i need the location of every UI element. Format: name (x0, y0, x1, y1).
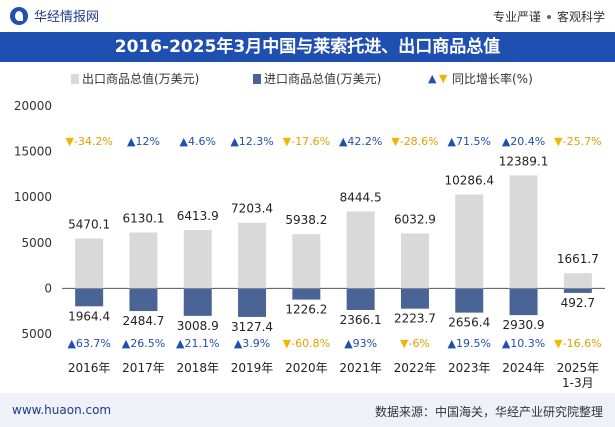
export-growth-label: ▲71.5% (448, 135, 491, 148)
import-value-label: 492.7 (561, 296, 595, 310)
x-category-label: 2024年 (502, 361, 545, 375)
export-growth-label: ▼-28.6% (391, 135, 438, 148)
import-value-label: 1964.4 (68, 309, 110, 323)
import-growth-label: ▲93% (344, 337, 377, 350)
import-growth-label: ▲63.7% (67, 337, 110, 350)
import-bar (183, 288, 212, 316)
import-growth-label: ▼-60.8% (283, 337, 330, 350)
brand: 华经情报网 (10, 6, 99, 25)
footer-url[interactable]: www.huaon.com (12, 403, 112, 417)
chart-title: 2016-2025年3月中国与莱索托进、出口商品总值 (0, 32, 615, 62)
export-growth-label: ▲12% (127, 135, 160, 148)
x-category-label: 2019年 (231, 361, 274, 375)
legend-up-arrow-icon: ▲ (428, 72, 437, 85)
export-value-label: 10286.4 (444, 174, 494, 188)
import-bar (238, 288, 267, 317)
export-bar (563, 273, 592, 289)
import-bar (509, 288, 538, 316)
footer: www.huaon.com 数据来源：中国海关，华经产业研究院整理 (0, 393, 615, 427)
export-bar (75, 238, 104, 289)
export-bar (292, 234, 321, 289)
import-value-label: 3008.9 (177, 319, 219, 333)
dot-separator-icon (546, 14, 551, 19)
import-value-label: 2366.1 (340, 313, 382, 327)
export-growth-label: ▲20.4% (502, 135, 545, 148)
huajing-logo-icon (10, 6, 28, 25)
export-bar (346, 211, 375, 289)
export-value-label: 6130.1 (122, 211, 164, 225)
slogan-tag-1: 专业严谨 (492, 10, 541, 24)
x-category-label: 2017年 (122, 361, 165, 375)
x-category-label: 2021年 (339, 361, 382, 375)
y-tick-label: 5000 (21, 236, 52, 250)
import-value-label: 3127.4 (231, 320, 273, 334)
x-category-label: 1-3月 (562, 376, 594, 390)
legend-label-import: 进口商品总值(万美元) (264, 71, 381, 86)
export-value-label: 6413.9 (177, 209, 219, 223)
import-bar (400, 288, 429, 309)
import-bar (129, 288, 158, 312)
import-value-label: 2223.7 (394, 312, 436, 326)
legend-down-arrow-icon: ▼ (439, 72, 448, 85)
export-value-label: 12389.1 (499, 154, 549, 168)
x-category-label: 2020年 (285, 361, 328, 375)
export-value-label: 6032.9 (394, 212, 436, 226)
export-bar (129, 232, 158, 289)
import-growth-label: ▼-16.6% (554, 337, 601, 350)
legend-swatch-export (71, 74, 79, 84)
brand-name: 华经情报网 (34, 10, 100, 25)
import-bar (563, 288, 592, 293)
y-tick-label: 15000 (14, 145, 52, 159)
import-growth-label: ▲10.3% (502, 337, 545, 350)
export-bar (238, 222, 267, 289)
x-category-label: 2022年 (394, 361, 437, 375)
y-tick-label: 5000 (21, 327, 52, 341)
slogan: 专业严谨 客观科学 (493, 8, 605, 25)
import-bar (455, 288, 484, 313)
export-value-label: 7203.4 (231, 202, 273, 216)
export-value-label: 5938.2 (285, 213, 327, 227)
import-growth-label: ▼-6% (400, 337, 430, 350)
export-bar (400, 233, 429, 289)
export-growth-label: ▲4.6% (180, 135, 216, 148)
export-growth-label: ▲12.3% (230, 135, 273, 148)
export-value-label: 8444.5 (340, 190, 382, 204)
import-growth-label: ▲19.5% (448, 337, 491, 350)
import-value-label: 2930.9 (503, 318, 545, 332)
import-value-label: 2656.4 (448, 316, 490, 330)
top-bar: 华经情报网 专业严谨 客观科学 (0, 0, 615, 32)
import-growth-label: ▲21.1% (176, 337, 219, 350)
slogan-tag-2: 客观科学 (556, 10, 605, 24)
export-growth-label: ▼-25.7% (554, 135, 601, 148)
import-bar (292, 288, 321, 300)
x-category-label: 2023年 (448, 361, 491, 375)
chart: 出口商品总值(万美元) 进口商品总值(万美元) ▲ ▼ 同比增长率(%) 20000 150… (14, 71, 605, 390)
import-value-label: 1226.2 (285, 303, 327, 317)
x-category-label: 2025年 (557, 361, 600, 375)
x-category-label: 2018年 (176, 361, 219, 375)
export-growth-label: ▼-34.2% (65, 135, 112, 148)
y-tick-label: 20000 (14, 99, 52, 113)
import-value-label: 2484.7 (122, 314, 164, 328)
import-growth-label: ▲3.9% (234, 337, 270, 350)
export-bar (509, 175, 538, 289)
export-growth-label: ▼-17.6% (283, 135, 330, 148)
export-value-label: 1661.7 (557, 252, 599, 266)
legend-label-export: 出口商品总值(万美元) (82, 71, 199, 86)
import-bar (75, 288, 104, 307)
legend-swatch-import (253, 74, 261, 84)
export-bar (183, 229, 212, 289)
export-value-label: 5470.1 (68, 218, 110, 232)
data-source: 数据来源：中国海关，华经产业研究院整理 (374, 405, 603, 419)
y-tick-label: 0 (44, 281, 52, 295)
import-bar (346, 288, 375, 310)
export-growth-label: ▲42.2% (339, 135, 382, 148)
y-tick-label: 10000 (14, 190, 52, 204)
legend-label-growth: 同比增长率(%) (452, 71, 533, 86)
import-growth-label: ▲26.5% (122, 337, 165, 350)
export-bar (455, 194, 484, 289)
x-category-label: 2016年 (68, 361, 111, 375)
